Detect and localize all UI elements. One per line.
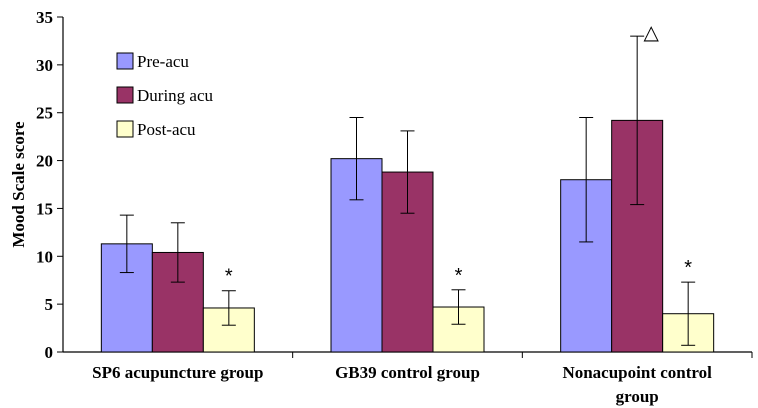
x-category-label: SP6 acupuncture group: [92, 363, 263, 382]
y-tick-label: 5: [45, 295, 54, 314]
legend-label: Post-acu: [137, 120, 196, 139]
x-category-label: Nonacupoint control: [562, 363, 712, 382]
legend: Pre-acu During acu Post-acu: [116, 52, 214, 139]
legend-label: During acu: [137, 86, 214, 105]
error-bars: [119, 35, 696, 346]
y-tick-label: 35: [36, 8, 53, 27]
significance-asterisk: *: [455, 265, 463, 287]
y-axis-title: Mood Scale score: [9, 121, 28, 248]
significance-asterisk: *: [684, 257, 692, 279]
y-tick-label: 20: [36, 152, 53, 171]
legend-swatch: [116, 86, 134, 104]
bar-post-acu-1: [432, 306, 485, 353]
significance-triangle: △: [643, 22, 659, 44]
legend-swatch: [116, 52, 134, 70]
legend-swatch: [116, 120, 134, 138]
y-tick-label: 30: [36, 56, 53, 75]
x-category-labels: SP6 acupuncture group GB39 control group N…: [92, 363, 712, 406]
annotations: * * * △: [225, 22, 692, 288]
y-tick-label: 0: [45, 343, 54, 362]
y-tick-label: 15: [36, 199, 53, 218]
x-category-label: GB39 control group: [335, 363, 480, 382]
legend-label: Pre-acu: [137, 52, 189, 71]
significance-asterisk: *: [225, 266, 233, 288]
y-tick-label: 25: [36, 104, 53, 123]
y-axis-title-group: Mood Scale score: [9, 121, 28, 248]
y-tick-label: 10: [36, 247, 53, 266]
x-category-label: group: [616, 387, 659, 406]
